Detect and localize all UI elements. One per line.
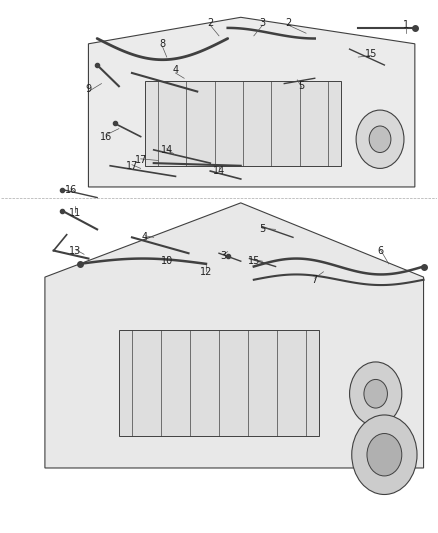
Circle shape — [364, 379, 388, 408]
Circle shape — [367, 433, 402, 476]
Text: 3: 3 — [220, 251, 226, 261]
Text: 2: 2 — [286, 18, 292, 28]
Text: 11: 11 — [69, 208, 81, 219]
Text: 17: 17 — [126, 161, 138, 171]
Circle shape — [350, 362, 402, 425]
Text: 8: 8 — [159, 39, 166, 49]
Polygon shape — [88, 17, 415, 187]
Text: 16: 16 — [100, 132, 112, 142]
Polygon shape — [119, 330, 319, 436]
Text: 6: 6 — [377, 246, 383, 256]
Text: 4: 4 — [173, 66, 179, 75]
Text: 14: 14 — [213, 166, 225, 176]
Circle shape — [352, 415, 417, 495]
Text: 3: 3 — [259, 18, 265, 28]
Text: 12: 12 — [200, 267, 212, 277]
Text: 10: 10 — [161, 256, 173, 266]
Text: 16: 16 — [65, 184, 77, 195]
Text: 5: 5 — [299, 81, 305, 91]
Text: 2: 2 — [207, 18, 213, 28]
Text: 9: 9 — [85, 84, 92, 94]
Text: 17: 17 — [134, 156, 147, 165]
Circle shape — [369, 126, 391, 152]
Circle shape — [356, 110, 404, 168]
Text: 5: 5 — [259, 224, 266, 235]
Text: 7: 7 — [311, 274, 318, 285]
Text: 15: 15 — [365, 50, 378, 59]
Text: 1: 1 — [403, 20, 409, 30]
Text: 4: 4 — [142, 232, 148, 243]
Polygon shape — [145, 81, 341, 166]
Text: 14: 14 — [161, 145, 173, 155]
Text: 13: 13 — [69, 246, 81, 256]
Polygon shape — [45, 203, 424, 468]
Text: 15: 15 — [247, 256, 260, 266]
